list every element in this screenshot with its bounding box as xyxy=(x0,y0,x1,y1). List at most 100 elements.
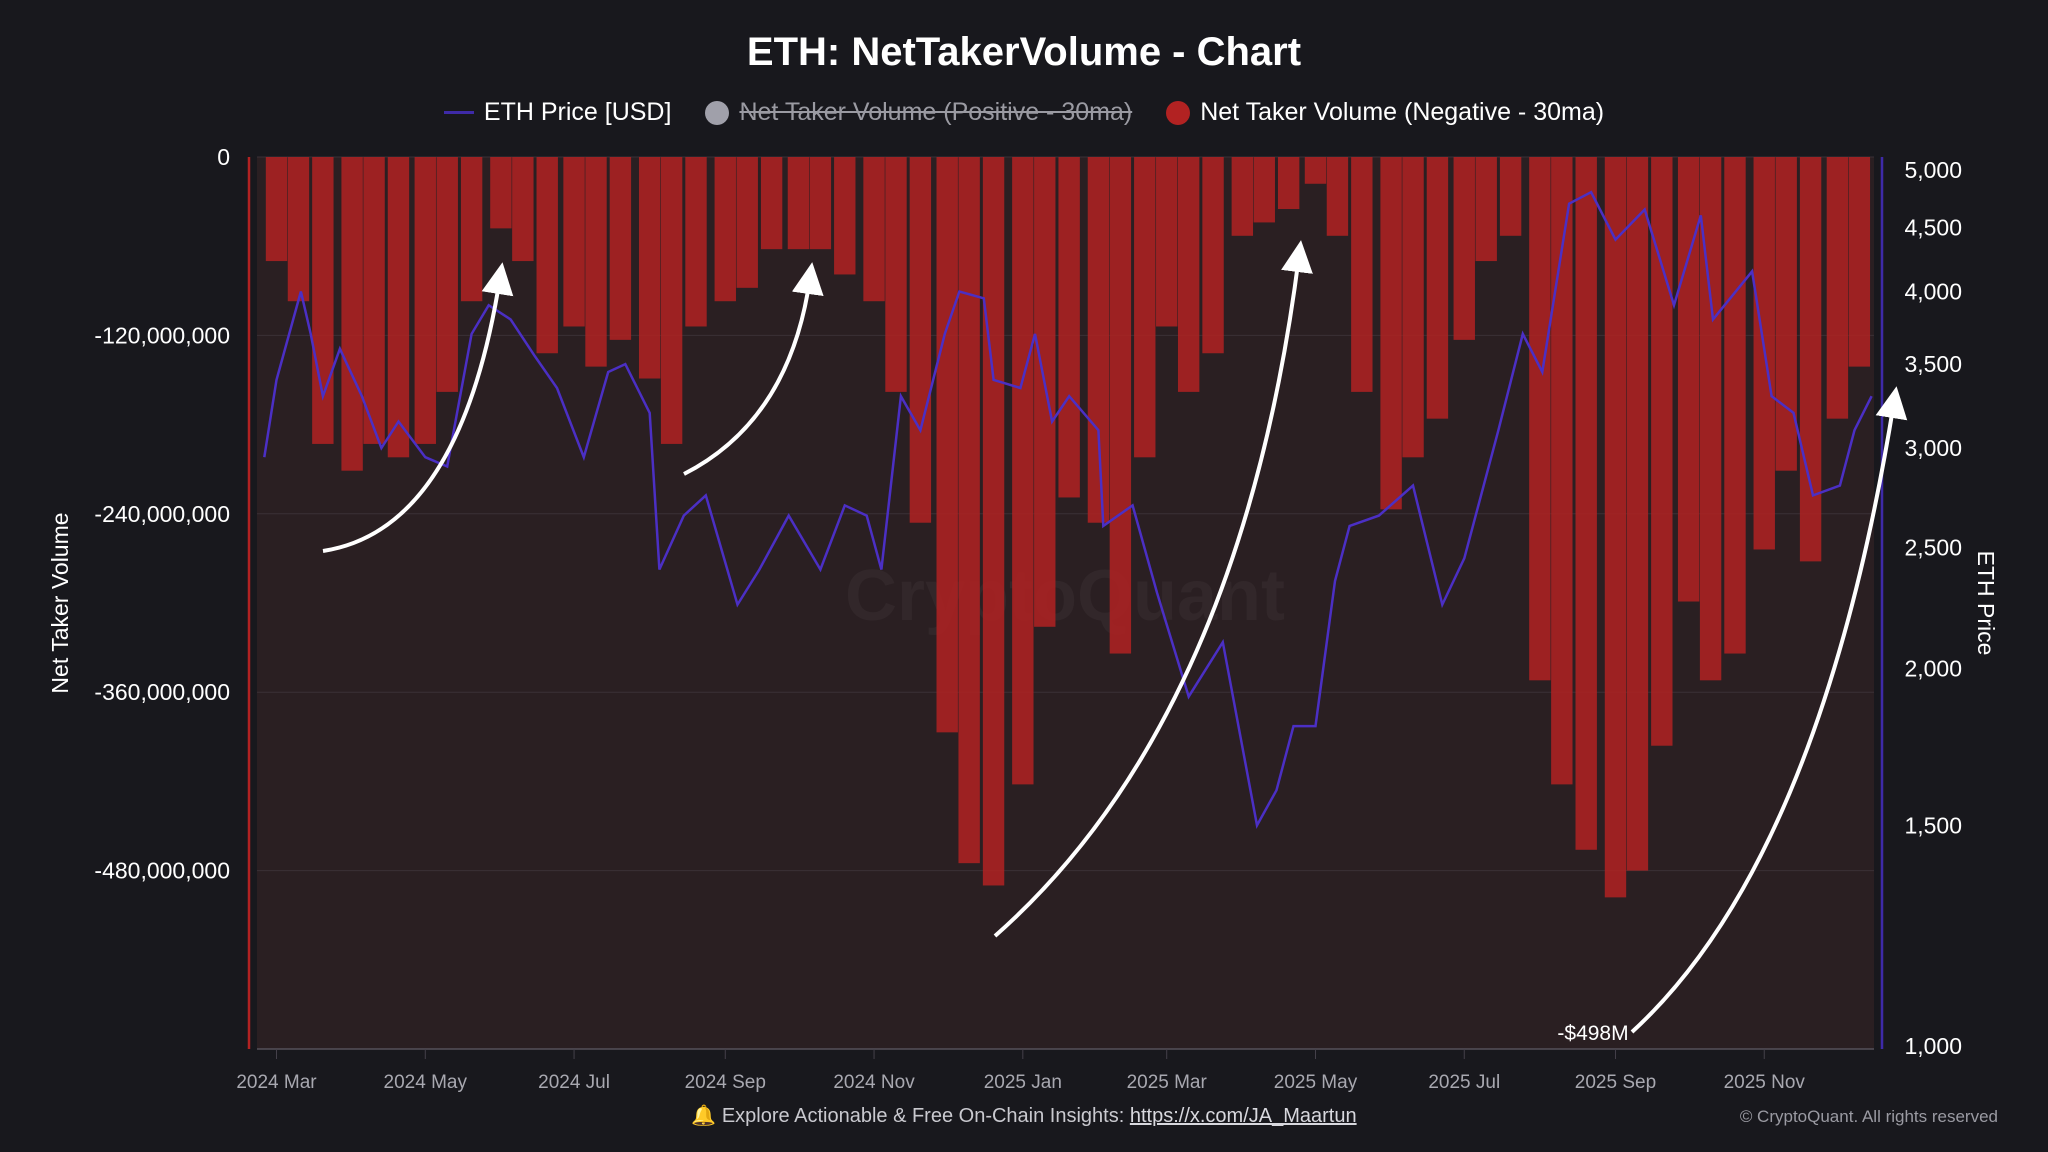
volume-bar xyxy=(1551,157,1573,785)
volume-bar xyxy=(1231,157,1254,236)
right-tick-label: 1,000 xyxy=(1904,1033,1962,1059)
left-axis-label: Net Taker Volume xyxy=(47,512,73,693)
volume-bar xyxy=(1202,157,1224,354)
left-tick-label: -240,000,000 xyxy=(94,501,230,527)
right-tick-label: 4,000 xyxy=(1904,278,1962,304)
right-axis-ticks: 5,000 4,500 4,000 3,500 3,000 2,500 2,000 1,500… xyxy=(1904,157,1962,1059)
volume-bar xyxy=(809,157,832,250)
volume-bar xyxy=(1626,157,1649,871)
volume-bar xyxy=(1058,157,1080,498)
right-tick-label: 2,000 xyxy=(1904,656,1962,682)
arrow-annotation xyxy=(683,262,824,476)
volume-bar xyxy=(787,157,810,250)
volume-bar xyxy=(1034,157,1056,627)
volume-bar xyxy=(1426,157,1449,419)
left-tick-label: -480,000,000 xyxy=(94,858,230,884)
left-tick-label: 0 xyxy=(217,144,230,170)
volume-bar xyxy=(363,157,385,444)
footer-link[interactable]: https://x.com/JA_Maartun xyxy=(1129,1105,1357,1127)
chart-title: ETH: NetTakerVolume - Chart xyxy=(746,30,1302,74)
x-tick-label: 2025 Sep xyxy=(1575,1072,1656,1093)
volume-bar xyxy=(1799,157,1822,562)
volume-bar xyxy=(736,157,758,288)
volume-bar xyxy=(265,157,288,262)
right-tick-label: 2,500 xyxy=(1904,534,1962,560)
footer-text: Explore Actionable & Free On-Chain Insig… xyxy=(721,1105,1130,1127)
volume-bar xyxy=(1604,157,1627,898)
volume-bar xyxy=(909,157,932,523)
x-tick-label: 2025 May xyxy=(1274,1072,1358,1093)
volume-bar xyxy=(660,157,683,444)
x-tick-label: 2025 Nov xyxy=(1724,1072,1806,1093)
volume-bar xyxy=(936,157,958,733)
legend-item-positive-volume[interactable]: Net Taker Volume (Positive - 30ma) xyxy=(705,98,1132,127)
volume-bar xyxy=(863,157,885,302)
dot-marker-icon xyxy=(705,100,730,125)
right-tick-label: 4,500 xyxy=(1904,214,1962,240)
volume-bar xyxy=(1677,157,1700,602)
dot-marker-icon xyxy=(1166,100,1191,125)
x-axis-ticks: 2024 Mar 2024 May 2024 Jul 2024 Sep 2024 Nov… xyxy=(236,1049,1805,1093)
bell-icon: 🔔 xyxy=(691,1105,717,1127)
volume-bar xyxy=(1651,157,1673,746)
volume-bar xyxy=(1277,157,1300,210)
legend: ETH Price [USD] Net Taker Volume (Positi… xyxy=(0,98,2048,127)
x-tick-label: 2025 Jan xyxy=(984,1072,1062,1093)
volume-bar xyxy=(512,157,534,262)
volume-bars xyxy=(265,157,1871,898)
volume-bar xyxy=(490,157,512,229)
eth-price-line xyxy=(263,190,1873,829)
volume-bar xyxy=(1826,157,1849,419)
left-axis-ticks: 0 -120,000,000 -240,000,000 -360,000,000 -48… xyxy=(94,144,230,884)
volume-bar xyxy=(1351,157,1373,392)
volume-bar xyxy=(1109,157,1132,654)
x-tick-label: 2024 May xyxy=(384,1072,468,1093)
line-marker-icon xyxy=(443,111,474,114)
volume-bar xyxy=(1575,157,1597,850)
volume-bar xyxy=(958,157,980,864)
x-tick-label: 2025 Jul xyxy=(1428,1072,1500,1093)
volume-bar xyxy=(1012,157,1034,785)
x-tick-label: 2024 Sep xyxy=(685,1072,766,1093)
volume-bar xyxy=(460,157,483,302)
right-tick-label: 3,500 xyxy=(1904,351,1962,377)
x-tick-label: 2024 Jul xyxy=(538,1072,610,1093)
volume-bar xyxy=(1156,157,1178,327)
volume-bar xyxy=(685,157,707,327)
volume-bar xyxy=(760,157,783,250)
volume-bar xyxy=(1087,157,1110,523)
volume-bar xyxy=(1402,157,1424,458)
right-axis-label: ETH Price xyxy=(1973,551,1999,656)
volume-bar xyxy=(1848,157,1871,367)
volume-bar xyxy=(1475,157,1497,262)
arrow-annotation xyxy=(993,240,1313,938)
right-tick-label: 5,000 xyxy=(1904,157,1962,183)
copyright: © CryptoQuant. All rights reserved xyxy=(1739,1107,1998,1126)
x-tick-label: 2024 Mar xyxy=(236,1072,317,1093)
volume-bar xyxy=(1253,157,1275,223)
left-tick-label: -360,000,000 xyxy=(94,679,230,705)
volume-bar xyxy=(714,157,736,302)
x-tick-label: 2025 Mar xyxy=(1127,1072,1208,1093)
legend-label: ETH Price [USD] xyxy=(483,98,672,126)
volume-bar xyxy=(1529,157,1551,681)
volume-bar xyxy=(585,157,607,367)
legend-item-negative-volume[interactable]: Net Taker Volume (Negative - 30ma) xyxy=(1166,98,1604,127)
volume-bar xyxy=(287,157,310,302)
volume-bar xyxy=(341,157,363,471)
volume-bar xyxy=(436,157,458,392)
arrow-annotation xyxy=(1630,386,1908,1034)
volume-bar xyxy=(834,157,856,275)
volume-bar xyxy=(1326,157,1349,236)
annotation-label: -$498M xyxy=(1557,1022,1628,1045)
arrow-annotation xyxy=(322,262,514,553)
left-tick-label: -120,000,000 xyxy=(94,322,230,348)
volume-bar xyxy=(1177,157,1200,392)
annotation-arrows xyxy=(322,240,1908,1034)
legend-item-eth-price[interactable]: ETH Price [USD] xyxy=(443,98,672,127)
right-tick-label: 3,000 xyxy=(1904,435,1962,461)
x-tick-label: 2024 Nov xyxy=(833,1072,915,1093)
volume-bar xyxy=(1699,157,1722,681)
volume-bar xyxy=(536,157,558,354)
